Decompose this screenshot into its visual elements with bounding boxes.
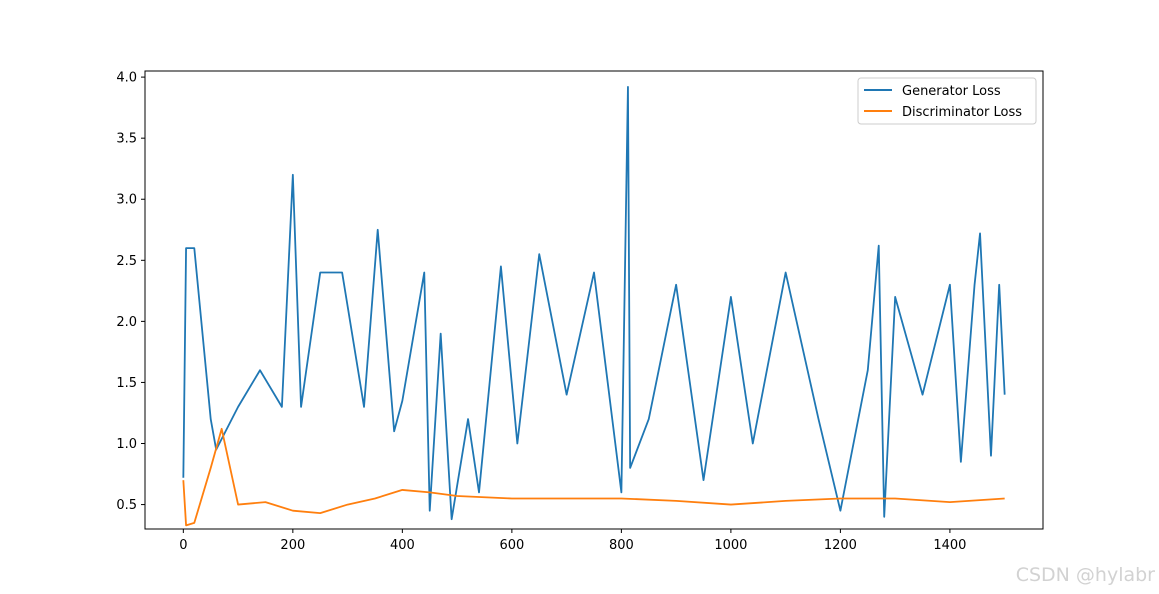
y-tick-label: 0.5 [116, 498, 137, 513]
y-tick-label: 2.5 [116, 254, 137, 269]
y-tick-label: 3.0 [116, 193, 137, 208]
y-axis: 0.5 1.0 1.5 2.0 2.5 3.0 3.5 4.0 [116, 71, 145, 513]
y-tick-label: 1.0 [116, 437, 137, 452]
y-tick-label: 1.5 [116, 376, 137, 391]
legend-label-discriminator-loss: Discriminator Loss [902, 105, 1022, 120]
watermark: CSDN @hylabr [1015, 564, 1155, 586]
x-tick-label: 1000 [714, 538, 747, 553]
x-tick-label: 600 [499, 538, 524, 553]
legend-label-generator-loss: Generator Loss [902, 84, 1001, 99]
x-tick-label: 400 [390, 538, 415, 553]
chart-frame [144, 70, 1044, 530]
series-layer [182, 85, 1006, 527]
y-tick-label: 2.0 [116, 315, 137, 330]
x-tick-label: 800 [609, 538, 634, 553]
series-line-discriminator-loss [182, 427, 1005, 527]
x-tick-label: 1200 [824, 538, 857, 553]
x-axis: 0 200 400 600 800 1000 1200 1400 [179, 529, 966, 553]
x-tick-label: 200 [280, 538, 305, 553]
y-tick-label: 3.5 [116, 132, 137, 147]
legend: Generator Loss Discriminator Loss [857, 77, 1037, 125]
x-tick-label: 0 [179, 538, 187, 553]
legend-box [857, 77, 1037, 125]
y-tick-label: 4.0 [116, 71, 137, 86]
series-line-generator-loss [182, 85, 1006, 521]
chart-plot-area [145, 71, 1043, 529]
x-tick-label: 1400 [933, 538, 966, 553]
